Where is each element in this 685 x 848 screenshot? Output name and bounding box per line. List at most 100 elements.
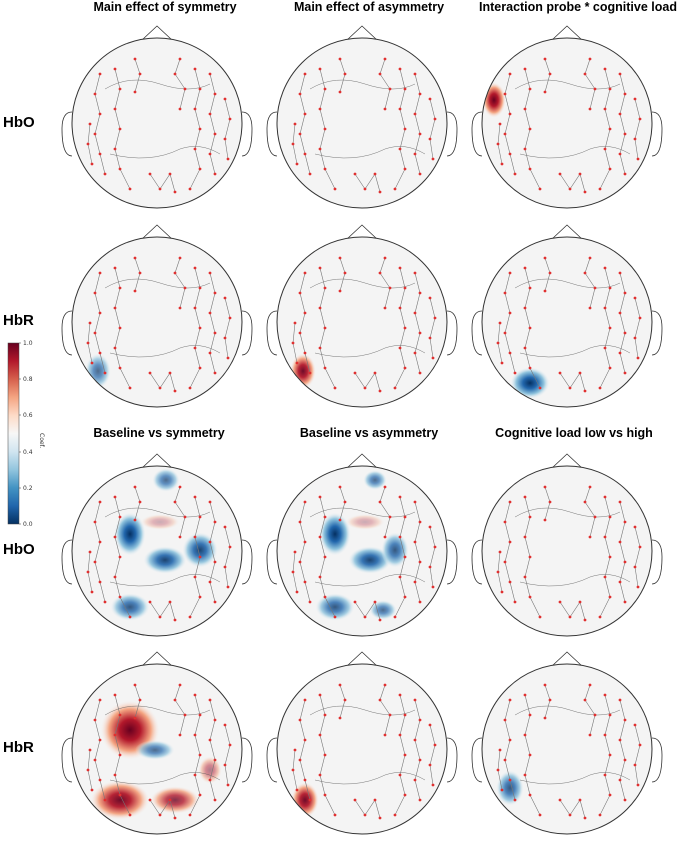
channel-marker — [208, 112, 212, 116]
channel-marker — [603, 733, 607, 737]
channel-marker — [178, 535, 182, 539]
channel-connection — [209, 501, 216, 603]
channel-marker — [403, 515, 407, 519]
channel-marker — [398, 773, 402, 777]
channel-marker — [508, 698, 512, 702]
channel-marker — [213, 798, 217, 802]
channel-marker — [198, 87, 202, 91]
contour-line — [104, 507, 221, 587]
channel-marker — [138, 271, 142, 275]
right-ear — [651, 111, 663, 157]
channel-marker — [323, 753, 327, 757]
channel-marker — [523, 67, 527, 71]
channel-marker — [413, 778, 417, 782]
nose — [346, 25, 378, 41]
colorbar-ticks — [19, 342, 21, 525]
channel-marker — [398, 495, 402, 499]
right-ear — [446, 539, 458, 585]
channel-marker — [98, 311, 102, 315]
channel-marker — [213, 600, 217, 604]
channel-marker — [318, 535, 322, 539]
topomap-panel — [471, 25, 663, 209]
channel-marker — [548, 271, 552, 275]
title-baseline-asymmetry: Baseline vs asymmetry — [299, 426, 439, 440]
right-ear — [241, 737, 253, 783]
channel-marker — [508, 152, 512, 156]
channel-connection — [559, 799, 586, 819]
channel-connection — [634, 724, 641, 786]
channel-marker — [333, 386, 337, 390]
channel-marker — [428, 565, 432, 569]
channel-marker — [403, 713, 407, 717]
channel-marker — [383, 683, 387, 687]
channel-connection — [504, 501, 516, 603]
topomap-panel — [61, 453, 253, 637]
channel-marker — [118, 127, 122, 131]
channel-marker — [603, 266, 607, 270]
channel-marker — [538, 187, 542, 191]
channel-connection — [504, 73, 516, 175]
channel-marker — [303, 778, 307, 782]
channel-marker — [528, 753, 532, 757]
channel-marker — [398, 107, 402, 111]
channel-marker — [93, 560, 97, 564]
channel-marker — [418, 291, 422, 295]
channel-connection — [224, 98, 231, 160]
channel-marker — [293, 122, 297, 126]
channel-marker — [86, 341, 90, 345]
channel-connection — [584, 257, 596, 309]
channel-marker — [623, 291, 627, 295]
channel-marker — [398, 67, 402, 71]
channel-marker — [318, 67, 322, 71]
channel-marker — [558, 600, 562, 604]
channel-marker — [428, 336, 432, 340]
channel-marker — [228, 743, 232, 747]
channel-marker — [208, 698, 212, 702]
channel-marker — [588, 733, 592, 737]
left-ear — [471, 737, 483, 783]
channel-marker — [173, 389, 177, 393]
channel-marker — [378, 500, 382, 504]
channel-marker — [198, 713, 202, 717]
channel-marker — [398, 733, 402, 737]
channel-connection — [379, 58, 391, 110]
channel-marker — [133, 485, 137, 489]
channel-marker — [608, 753, 612, 757]
channel-marker — [298, 520, 302, 524]
channel-marker — [588, 306, 592, 310]
channel-marker — [403, 326, 407, 330]
channel-marker — [393, 615, 397, 619]
channel-marker — [188, 187, 192, 191]
channel-marker — [636, 585, 640, 589]
channel-marker — [383, 733, 387, 737]
channel-marker — [193, 107, 197, 111]
channel-marker — [543, 716, 547, 720]
topomap-panel — [61, 651, 253, 835]
contour-line — [309, 705, 426, 785]
channel-marker — [303, 580, 307, 584]
channel-marker — [98, 351, 102, 355]
channel-marker — [323, 713, 327, 717]
channel-marker — [623, 560, 627, 564]
channel-marker — [623, 718, 627, 722]
left-ear — [266, 539, 278, 585]
channel-marker — [293, 321, 297, 325]
channel-marker — [558, 371, 562, 375]
channel-connection — [619, 501, 626, 603]
channel-marker — [378, 190, 382, 194]
channel-marker — [223, 723, 227, 727]
channel-marker — [508, 311, 512, 315]
channel-marker — [500, 162, 504, 166]
positive-activation-blob — [345, 514, 385, 530]
channel-marker — [603, 693, 607, 697]
channel-connection — [149, 372, 176, 392]
channel-marker — [118, 286, 122, 290]
channel-marker — [543, 518, 547, 522]
channel-marker — [403, 595, 407, 599]
nose — [141, 651, 173, 667]
channel-marker — [343, 500, 347, 504]
channel-marker — [198, 286, 202, 290]
row-label-hbr-2: HbR — [3, 739, 34, 756]
channel-marker — [113, 693, 117, 697]
channel-marker — [183, 87, 187, 91]
